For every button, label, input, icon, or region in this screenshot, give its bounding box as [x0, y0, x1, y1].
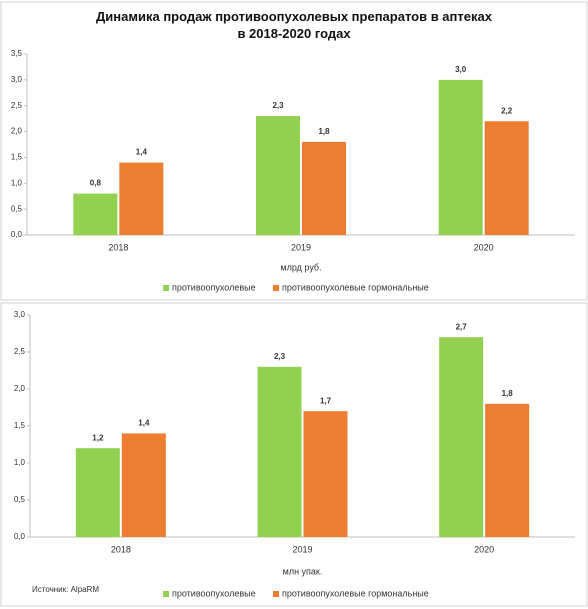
x-tick-label: 2019	[292, 544, 312, 554]
x-tick-label: 2020	[474, 544, 494, 554]
chart-title: Динамика продаж противоопухолевых препар…	[96, 9, 492, 41]
chart-frame	[0, 302, 588, 607]
legend-swatch	[273, 591, 279, 597]
bar	[485, 403, 530, 537]
bar	[439, 337, 484, 537]
y-tick-label: 3,0	[14, 310, 26, 319]
x-axis-title: млн упак.	[283, 566, 323, 576]
bar	[73, 193, 118, 235]
x-axis-title: млрд руб.	[280, 262, 321, 272]
y-tick-label: 1,0	[14, 458, 26, 467]
bar	[75, 448, 120, 537]
value-label: 2,2	[501, 106, 513, 115]
x-tick-label: 2019	[291, 242, 311, 252]
y-tick-label: 2,5	[14, 347, 26, 356]
y-tick-label: 0,5	[11, 204, 23, 213]
bar	[119, 162, 164, 235]
y-tick-label: 2,0	[14, 384, 26, 393]
bar	[121, 433, 166, 537]
x-tick-label: 2020	[474, 242, 494, 252]
bar	[257, 366, 302, 537]
x-tick-label: 2018	[108, 242, 128, 252]
legend-swatch	[163, 285, 169, 291]
value-label: 1,4	[138, 419, 150, 428]
value-label: 1,8	[318, 127, 330, 136]
value-label: 1,7	[320, 396, 332, 405]
legend-swatch	[273, 285, 279, 291]
legend-label: противоопухолевые гормональные	[282, 282, 429, 292]
y-tick-label: 0,0	[11, 230, 23, 239]
bar	[303, 411, 348, 537]
value-label: 2,7	[456, 322, 468, 331]
value-label: 0,8	[90, 179, 102, 188]
value-label: 1,4	[136, 148, 148, 157]
value-label: 3,0	[455, 65, 467, 74]
x-tick-label: 2018	[111, 544, 131, 554]
chart-frame	[0, 1, 588, 301]
legend-label: противоопухолевые	[172, 588, 256, 598]
legend-label: противоопухолевые	[172, 282, 256, 292]
bar	[256, 116, 300, 235]
bar	[484, 121, 529, 235]
y-tick-label: 1,5	[11, 153, 23, 162]
value-label: 2,3	[274, 352, 286, 361]
value-label: 2,3	[272, 101, 284, 110]
legend-swatch	[163, 591, 169, 597]
bar	[438, 79, 483, 235]
value-label: 1,8	[502, 389, 514, 398]
y-tick-label: 1,5	[14, 421, 26, 430]
y-tick-label: 0,5	[14, 495, 26, 504]
bar	[302, 141, 346, 235]
y-tick-label: 2,0	[11, 127, 23, 136]
y-tick-label: 1,0	[11, 178, 23, 187]
source-note: Источник: AlpaRM	[32, 585, 99, 594]
y-tick-label: 3,5	[11, 49, 23, 58]
y-tick-label: 0,0	[14, 532, 26, 541]
y-tick-label: 2,5	[11, 101, 23, 110]
value-label: 1,2	[92, 433, 104, 442]
y-tick-label: 3,0	[11, 75, 23, 84]
legend-label: противоопухолевые гормональные	[282, 588, 429, 598]
